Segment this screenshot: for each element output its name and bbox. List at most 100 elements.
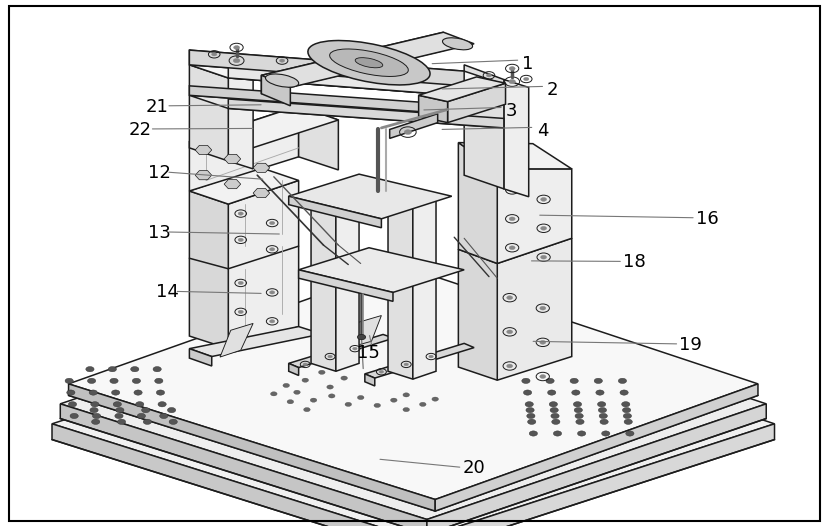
Circle shape [142,407,150,413]
Polygon shape [503,80,528,197]
Circle shape [508,80,515,84]
Polygon shape [189,167,298,204]
Polygon shape [389,114,437,139]
Circle shape [318,370,325,374]
Circle shape [575,419,584,424]
Polygon shape [348,316,381,348]
Circle shape [524,402,532,407]
Polygon shape [224,180,240,189]
Text: 2: 2 [546,81,558,99]
Polygon shape [52,306,773,527]
Circle shape [571,390,580,395]
Polygon shape [261,32,443,94]
Circle shape [404,130,412,134]
Polygon shape [458,249,497,380]
Circle shape [137,413,146,418]
Circle shape [528,431,537,436]
Circle shape [115,413,123,418]
Circle shape [301,378,308,382]
Polygon shape [189,327,321,357]
Polygon shape [261,32,474,87]
Circle shape [282,383,289,387]
Circle shape [540,227,546,230]
Circle shape [116,407,124,413]
Circle shape [622,407,630,413]
Polygon shape [458,143,571,169]
Polygon shape [458,143,497,264]
Text: 21: 21 [146,98,168,116]
Polygon shape [335,191,359,371]
Polygon shape [219,324,253,357]
Polygon shape [228,63,503,99]
Circle shape [546,378,554,384]
Circle shape [91,419,99,424]
Circle shape [112,390,120,395]
Circle shape [89,390,97,395]
Circle shape [344,402,351,406]
Circle shape [539,375,545,378]
Circle shape [508,217,514,221]
Circle shape [136,402,144,407]
Polygon shape [60,404,426,527]
Polygon shape [364,344,474,378]
Circle shape [286,399,293,404]
Polygon shape [288,363,298,375]
Polygon shape [189,191,228,349]
Polygon shape [189,106,298,191]
Circle shape [570,378,578,384]
Ellipse shape [442,38,472,50]
Circle shape [390,398,397,402]
Circle shape [310,398,316,402]
Circle shape [269,248,274,251]
Circle shape [143,419,152,424]
Polygon shape [189,106,338,156]
Text: 20: 20 [462,460,484,477]
Polygon shape [412,199,436,379]
Circle shape [551,419,559,424]
Circle shape [403,363,408,366]
Circle shape [167,407,176,413]
Circle shape [269,291,274,294]
Circle shape [303,363,307,366]
Text: 19: 19 [678,336,701,354]
Circle shape [279,59,284,62]
Circle shape [340,376,347,380]
Circle shape [508,188,514,192]
Circle shape [525,407,533,413]
Circle shape [134,390,142,395]
Circle shape [132,378,141,384]
Circle shape [65,378,73,384]
Polygon shape [189,65,503,99]
Circle shape [108,367,117,372]
Circle shape [158,402,166,407]
Circle shape [522,390,531,395]
Polygon shape [464,65,503,189]
Circle shape [66,390,75,395]
Circle shape [70,413,78,418]
Text: 18: 18 [623,253,645,271]
Polygon shape [52,424,418,527]
Circle shape [238,212,243,215]
Polygon shape [253,163,269,172]
Polygon shape [497,238,571,380]
Polygon shape [189,349,211,366]
Polygon shape [69,266,757,500]
Polygon shape [288,335,393,367]
Text: 22: 22 [129,121,152,139]
Circle shape [540,198,546,201]
Polygon shape [189,95,503,128]
Polygon shape [426,404,765,527]
Circle shape [156,390,165,395]
Polygon shape [189,86,464,115]
Text: 16: 16 [695,210,718,228]
Circle shape [113,402,122,407]
Circle shape [153,367,161,372]
Circle shape [328,394,335,398]
Polygon shape [189,50,228,161]
Circle shape [327,355,332,358]
Circle shape [238,238,243,241]
Polygon shape [418,77,505,102]
Text: 3: 3 [505,102,517,120]
Circle shape [550,407,557,413]
Circle shape [293,390,300,394]
